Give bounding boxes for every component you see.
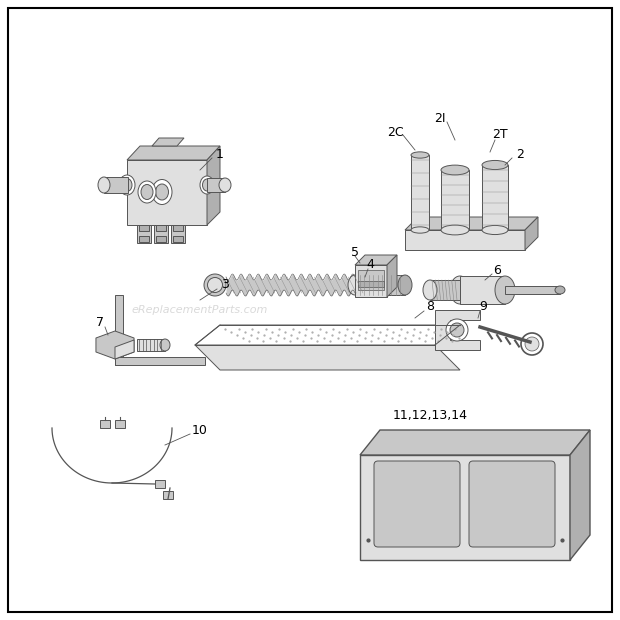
Bar — [358, 270, 384, 290]
Text: 2I: 2I — [434, 112, 446, 125]
Polygon shape — [405, 217, 538, 230]
FancyBboxPatch shape — [374, 461, 460, 547]
Ellipse shape — [119, 175, 135, 195]
Ellipse shape — [122, 179, 132, 192]
Text: eReplacementParts.com: eReplacementParts.com — [132, 305, 268, 315]
Polygon shape — [195, 345, 460, 370]
Text: 8: 8 — [426, 301, 434, 314]
Ellipse shape — [152, 180, 172, 205]
Ellipse shape — [141, 185, 153, 200]
Ellipse shape — [495, 276, 515, 304]
Ellipse shape — [411, 152, 429, 158]
Polygon shape — [355, 255, 397, 265]
Ellipse shape — [525, 337, 539, 351]
Bar — [137, 339, 165, 351]
Bar — [100, 420, 110, 428]
Bar — [139, 225, 149, 231]
Polygon shape — [195, 325, 460, 345]
Text: 9: 9 — [479, 301, 487, 314]
Polygon shape — [482, 165, 508, 230]
Bar — [460, 276, 505, 304]
Ellipse shape — [200, 176, 214, 194]
Text: 7: 7 — [96, 316, 104, 329]
Text: 4: 4 — [366, 259, 374, 272]
Ellipse shape — [398, 275, 412, 295]
Text: 10: 10 — [192, 423, 208, 436]
Polygon shape — [152, 138, 184, 146]
Ellipse shape — [450, 323, 464, 337]
Polygon shape — [127, 160, 207, 225]
Bar — [156, 236, 166, 242]
Ellipse shape — [160, 339, 170, 351]
Polygon shape — [411, 155, 429, 230]
Bar — [104, 177, 128, 193]
Ellipse shape — [423, 280, 437, 300]
Bar — [430, 280, 460, 300]
Bar — [355, 275, 405, 295]
Ellipse shape — [348, 275, 362, 295]
Bar — [115, 357, 205, 365]
Ellipse shape — [98, 177, 110, 193]
Bar — [171, 225, 185, 243]
Bar — [154, 225, 168, 243]
Ellipse shape — [482, 161, 508, 169]
Bar — [115, 295, 123, 365]
Bar — [207, 178, 225, 192]
Polygon shape — [405, 230, 525, 250]
Ellipse shape — [219, 178, 231, 192]
Text: 2T: 2T — [492, 128, 508, 141]
Polygon shape — [115, 340, 134, 359]
Polygon shape — [441, 170, 469, 230]
Ellipse shape — [203, 179, 211, 191]
Ellipse shape — [411, 227, 429, 233]
Bar — [155, 480, 165, 488]
Text: 2C: 2C — [387, 125, 404, 138]
Polygon shape — [207, 146, 220, 225]
Text: 5: 5 — [351, 246, 359, 259]
Polygon shape — [355, 265, 387, 297]
Text: 6: 6 — [493, 264, 501, 277]
Bar — [358, 281, 384, 287]
Text: 3: 3 — [221, 278, 229, 291]
Polygon shape — [127, 146, 220, 160]
Polygon shape — [360, 455, 570, 560]
Bar — [505, 286, 560, 294]
Bar — [115, 420, 125, 428]
Bar — [156, 225, 166, 231]
Bar — [163, 491, 173, 499]
Polygon shape — [387, 255, 397, 297]
Ellipse shape — [204, 274, 226, 296]
Ellipse shape — [208, 278, 223, 293]
Ellipse shape — [441, 225, 469, 235]
Ellipse shape — [521, 333, 543, 355]
Polygon shape — [570, 430, 590, 560]
Polygon shape — [96, 331, 134, 359]
Ellipse shape — [446, 319, 468, 341]
Bar — [137, 225, 151, 243]
Ellipse shape — [156, 184, 169, 200]
Bar — [139, 236, 149, 242]
FancyBboxPatch shape — [469, 461, 555, 547]
Text: 1: 1 — [216, 149, 224, 161]
Polygon shape — [435, 310, 480, 350]
Ellipse shape — [482, 226, 508, 234]
Polygon shape — [525, 217, 538, 250]
Text: 2: 2 — [516, 149, 524, 161]
Ellipse shape — [555, 286, 565, 294]
Bar — [173, 236, 183, 242]
Polygon shape — [360, 430, 590, 455]
Text: 11,12,13,14: 11,12,13,14 — [392, 409, 467, 422]
Ellipse shape — [441, 165, 469, 175]
Bar — [173, 225, 183, 231]
Ellipse shape — [450, 276, 470, 304]
Ellipse shape — [138, 181, 156, 203]
